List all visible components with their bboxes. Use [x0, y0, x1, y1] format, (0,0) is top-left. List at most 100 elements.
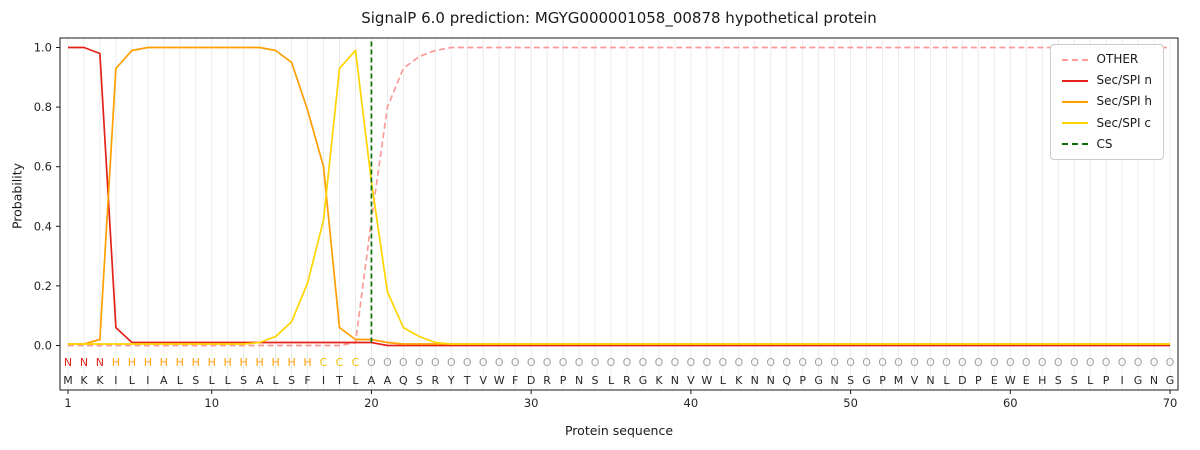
sequence-letter: L — [720, 374, 727, 387]
x-tick-label: 60 — [1003, 396, 1018, 410]
sequence-letter: K — [80, 374, 88, 387]
region-label: O — [575, 356, 584, 369]
region-label: O — [1086, 356, 1095, 369]
region-label: H — [192, 356, 200, 369]
sequence-letter: M — [894, 374, 904, 387]
region-label: O — [1102, 356, 1111, 369]
sequence-letter: R — [623, 374, 631, 387]
sequence-letter: G — [814, 374, 823, 387]
region-label: O — [926, 356, 935, 369]
sequence-letter: P — [560, 374, 567, 387]
sequence-letter: E — [1023, 374, 1030, 387]
region-label: O — [623, 356, 632, 369]
x-tick-label: 20 — [364, 396, 379, 410]
region-label: O — [639, 356, 648, 369]
region-label: O — [750, 356, 759, 369]
region-label: O — [910, 356, 919, 369]
region-label: O — [862, 356, 871, 369]
legend-line-sample — [1061, 122, 1088, 125]
legend-entry-sec-spi-c: Sec/SPI c — [1061, 115, 1152, 130]
sequence-letter: W — [1005, 374, 1016, 387]
legend-label: Sec/SPI n — [1096, 73, 1152, 88]
region-label: O — [671, 356, 680, 369]
series-sec-spi-n — [68, 46, 1170, 347]
y-tick-label: 0.0 — [34, 339, 52, 353]
sequence-letter: P — [879, 374, 886, 387]
region-label: O — [447, 356, 456, 369]
region-label: O — [591, 356, 600, 369]
sequence-letter: G — [1134, 374, 1143, 387]
region-label: O — [1150, 356, 1159, 369]
region-label: O — [1118, 356, 1127, 369]
sequence-letter: S — [847, 374, 854, 387]
series-sec-spi-c — [68, 49, 1170, 345]
region-label: O — [367, 356, 376, 369]
region-label: O — [766, 356, 775, 369]
sequence-letter: L — [209, 374, 216, 387]
legend-label: OTHER — [1096, 52, 1139, 66]
sequence-letter: Q — [399, 374, 408, 387]
region-label: O — [830, 356, 839, 369]
region-label: C — [352, 356, 360, 369]
sequence-letter: S — [288, 374, 295, 387]
region-label: H — [144, 356, 152, 369]
region-label: O — [463, 356, 472, 369]
sequence-letter: F — [512, 374, 518, 387]
sequence-letter: L — [273, 374, 280, 387]
sequence-letter: F — [304, 374, 310, 387]
region-label: O — [479, 356, 488, 369]
legend-label: Sec/SPI c — [1096, 115, 1151, 130]
sequence-letter: H — [1038, 374, 1046, 387]
sequence-letter: N — [751, 374, 759, 387]
region-label: O — [399, 356, 408, 369]
sequence-letter: S — [416, 374, 423, 387]
sequence-letter: P — [799, 374, 806, 387]
sequence-letter: I — [114, 374, 117, 387]
region-label: O — [1134, 356, 1143, 369]
sequence-letter: G — [1166, 374, 1175, 387]
sequence-letter: L — [177, 374, 184, 387]
legend-line-sample — [1061, 100, 1088, 103]
region-label: O — [687, 356, 696, 369]
region-label: O — [814, 356, 823, 369]
plot-border — [59, 37, 1179, 391]
region-label: O — [846, 356, 855, 369]
sequence-letter: N — [575, 374, 583, 387]
region-label: H — [208, 356, 216, 369]
region-label: O — [1166, 356, 1175, 369]
sequence-letter: N — [830, 374, 838, 387]
legend-entry-sec-spi-n: Sec/SPI n — [1061, 73, 1152, 88]
sequence-letter: L — [352, 374, 359, 387]
sequence-letter: L — [129, 374, 136, 387]
region-label: O — [1006, 356, 1015, 369]
sequence-letter: D — [958, 374, 966, 387]
sequence-letter: N — [1150, 374, 1158, 387]
sequence-letter: M — [63, 374, 73, 387]
x-tick-label: 30 — [524, 396, 539, 410]
region-label: H — [224, 356, 232, 369]
region-label: H — [271, 356, 279, 369]
y-tick-label: 0.2 — [34, 279, 52, 293]
series-sec-spi-h — [68, 46, 1170, 345]
region-label: O — [527, 356, 536, 369]
region-label: O — [607, 356, 616, 369]
sequence-letter: S — [592, 374, 599, 387]
sequence-letter: D — [527, 374, 535, 387]
sequence-letter: T — [335, 374, 343, 387]
sequence-letter: W — [494, 374, 505, 387]
region-label: O — [383, 356, 392, 369]
legend-entry-other: OTHER — [1061, 52, 1152, 66]
x-tick-label: 10 — [204, 396, 219, 410]
region-label: C — [336, 356, 344, 369]
series-other — [68, 46, 1170, 347]
y-tick-label: 0.6 — [34, 160, 52, 174]
region-label: O — [703, 356, 712, 369]
region-label: O — [942, 356, 951, 369]
region-label: O — [543, 356, 552, 369]
region-label: O — [431, 356, 440, 369]
sequence-letter: N — [926, 374, 934, 387]
y-tick-label: 0.4 — [34, 219, 52, 233]
legend-line-sample — [1061, 79, 1088, 82]
sequence-letter: T — [463, 374, 471, 387]
legend-label: Sec/SPI h — [1096, 94, 1152, 109]
